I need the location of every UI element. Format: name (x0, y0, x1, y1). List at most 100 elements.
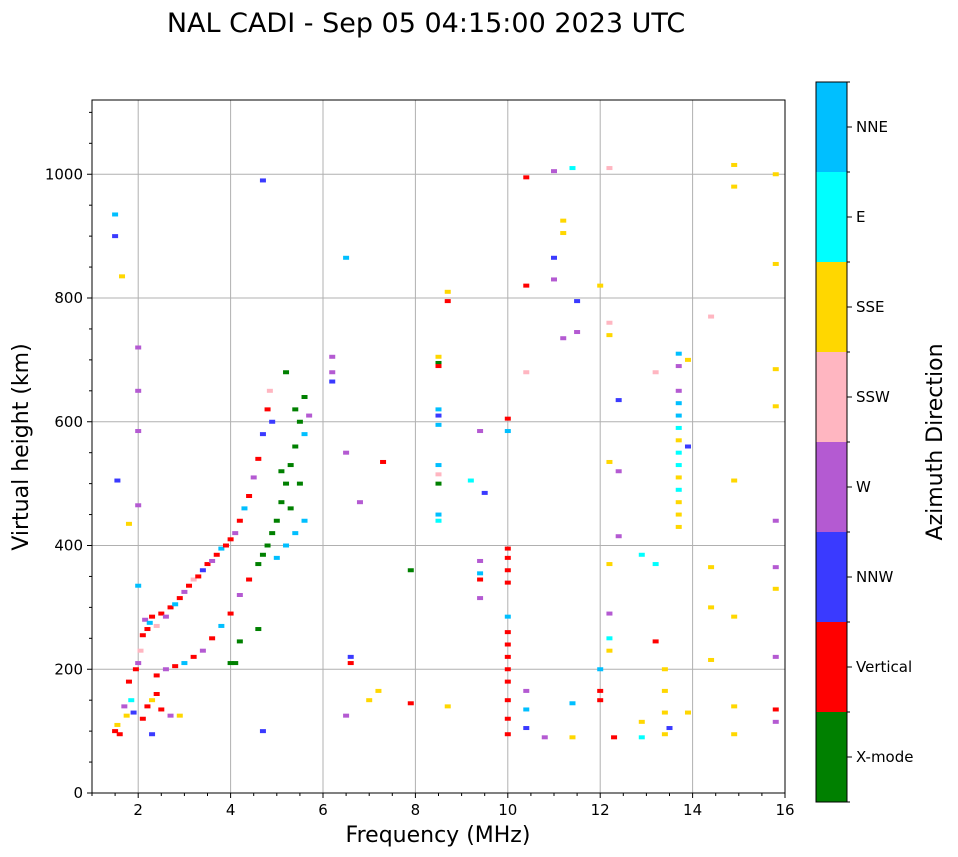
echo-point (167, 605, 174, 610)
echo-point (597, 698, 604, 703)
echo-point (266, 388, 273, 393)
echo-point (301, 518, 308, 523)
echo-point (125, 521, 132, 526)
echo-point (675, 500, 682, 505)
echo-point (343, 450, 350, 455)
echo-point (435, 364, 442, 369)
echo-point (375, 688, 382, 693)
colorbar-segment (816, 352, 847, 442)
echo-point (132, 667, 139, 672)
echo-point (772, 518, 779, 523)
echo-point (615, 398, 622, 403)
echo-point (444, 704, 451, 709)
colorbar-label-ssw: SSW (856, 388, 890, 406)
echo-point (435, 463, 442, 468)
echo-point (652, 562, 659, 567)
echo-point (255, 562, 262, 567)
echo-point (301, 395, 308, 399)
echo-point (292, 444, 299, 449)
echo-point (347, 654, 354, 659)
echo-point (569, 735, 576, 740)
echo-point (467, 478, 474, 483)
echo-point (606, 562, 613, 567)
echo-point (236, 639, 243, 644)
echo-point (504, 698, 511, 703)
echo-point (477, 577, 484, 582)
echo-point (560, 218, 567, 223)
echo-point (523, 370, 530, 375)
echo-point (560, 231, 567, 236)
echo-point (130, 710, 137, 715)
echo-point (638, 719, 645, 724)
echo-point (477, 429, 484, 434)
echo-point (504, 614, 511, 619)
echo-point (504, 555, 511, 560)
echo-point (195, 574, 202, 579)
echo-point (551, 255, 557, 260)
echo-point (652, 639, 659, 644)
echo-point (278, 500, 285, 505)
echo-point (523, 688, 530, 693)
echo-point (652, 370, 659, 375)
echo-point (232, 661, 239, 666)
echo-point (153, 692, 160, 696)
echo-point (301, 432, 308, 437)
echo-point (167, 713, 174, 718)
x-tick-label: 6 (318, 801, 328, 819)
echo-point (149, 614, 156, 619)
echo-point (209, 636, 216, 641)
echo-point (158, 611, 165, 616)
echo-point (135, 503, 142, 508)
echo-point (135, 661, 142, 666)
echo-point (209, 558, 216, 563)
colorbar-segment (816, 712, 847, 802)
echo-point (329, 370, 336, 375)
echo-point (731, 184, 738, 189)
y-axis-ticks: 0 200 400 600 800 1000 (45, 111, 92, 802)
colorbar-label-w: W (856, 478, 871, 496)
echo-point (269, 531, 276, 536)
echo-point (343, 713, 350, 718)
x-tick-label: 10 (498, 801, 517, 819)
y-tick-label: 800 (54, 289, 83, 307)
echo-point (246, 494, 253, 498)
data-marks (112, 162, 779, 740)
echo-point (236, 593, 243, 597)
echo-point (569, 166, 576, 171)
colorbar-segment (816, 172, 847, 262)
x-tick-label: 14 (683, 801, 702, 819)
colorbar-label: Azimuth Direction (923, 343, 948, 540)
echo-point (731, 732, 738, 737)
echo-point (435, 472, 442, 477)
echo-point (772, 367, 779, 372)
echo-point (176, 713, 183, 718)
echo-point (283, 370, 290, 375)
echo-point (283, 481, 290, 486)
echo-point (278, 469, 285, 474)
y-axis-label: Virtual height (km) (9, 343, 34, 550)
echo-point (597, 688, 604, 693)
y-tick-label: 200 (54, 660, 83, 678)
echo-point (273, 518, 280, 523)
echo-point (287, 506, 294, 511)
echo-point (135, 429, 142, 434)
echo-point (121, 704, 128, 709)
echo-point (638, 735, 645, 740)
echo-point (504, 630, 511, 635)
echo-point (356, 500, 363, 505)
echo-point (675, 364, 682, 369)
echo-point (666, 726, 673, 731)
echo-point (407, 568, 414, 573)
echo-point (236, 518, 243, 523)
echo-point (772, 719, 779, 724)
echo-point (477, 596, 484, 601)
echo-point (296, 419, 303, 424)
grid-lines (92, 100, 786, 794)
echo-point (144, 627, 151, 632)
echo-point (190, 654, 197, 659)
echo-point (551, 169, 557, 174)
echo-point (119, 274, 126, 279)
echo-point (504, 568, 511, 573)
echo-point (283, 543, 290, 548)
